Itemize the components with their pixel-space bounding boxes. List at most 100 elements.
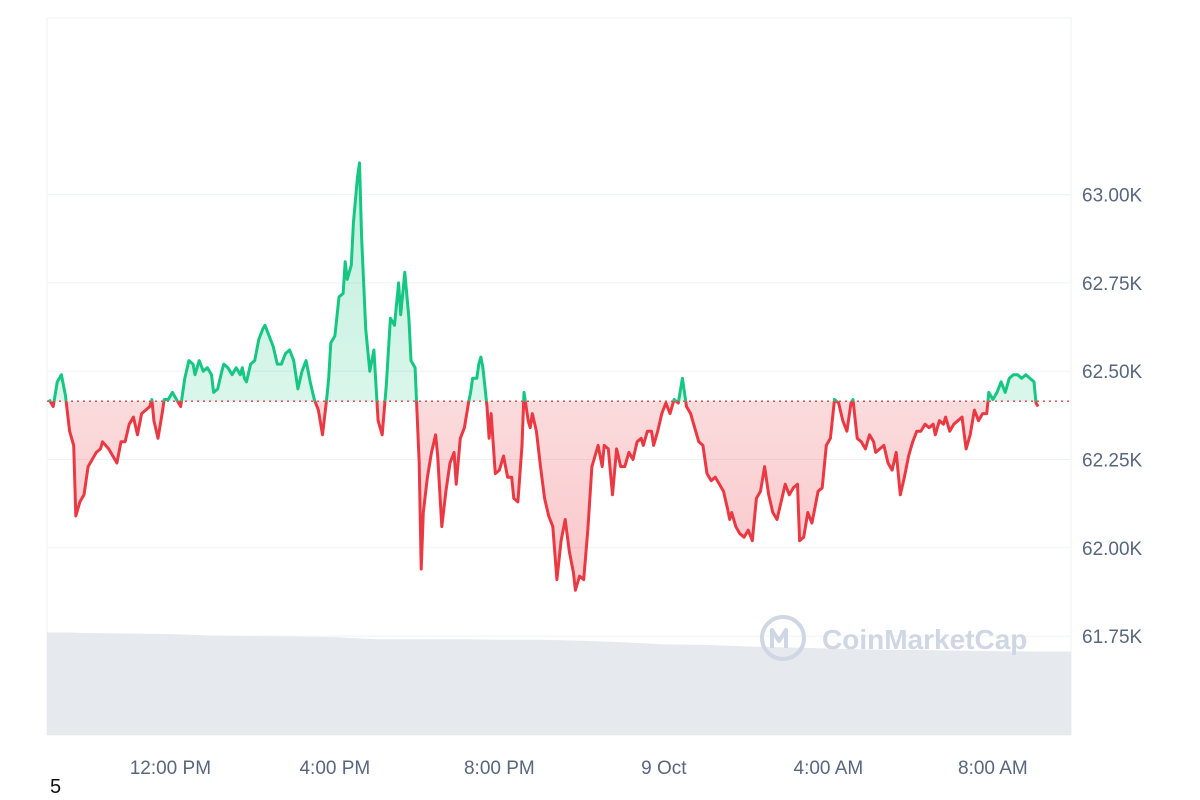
volume-bar (446, 639, 452, 735)
volume-bar (369, 639, 375, 735)
area-above-baseline (49, 162, 1039, 402)
volume-bar (845, 648, 852, 735)
volume-bar (702, 644, 708, 735)
volume-bar (881, 649, 887, 735)
volume-bar (82, 632, 89, 735)
volume-bar (891, 649, 898, 735)
volume-bar (866, 649, 872, 735)
volume-bar (251, 636, 258, 735)
volume-bar (313, 636, 319, 735)
volume-bar (907, 650, 913, 735)
volume-bar (518, 639, 524, 735)
volume-bar (671, 644, 678, 735)
volume-bar (523, 639, 529, 735)
volume-bar (978, 650, 985, 735)
volume-bar (712, 645, 719, 735)
volume-bar (1014, 651, 1021, 735)
volume-bar (830, 648, 836, 735)
volume-bar (727, 645, 734, 735)
volume-bar (902, 649, 908, 735)
volume-bar (635, 643, 642, 735)
volume-bar (625, 642, 631, 735)
volume-bar (287, 636, 294, 735)
volume-bar (354, 638, 360, 735)
volume-bar (374, 639, 381, 735)
y-tick-label: 62.75K (1082, 274, 1143, 295)
volume-bar (768, 647, 775, 735)
price-line (47, 161, 1040, 592)
volume-bar (390, 639, 396, 735)
volume-bar (809, 648, 816, 735)
y-tick-label: 63.00K (1082, 186, 1143, 207)
volume-bar (676, 644, 683, 735)
volume-bar (67, 632, 73, 735)
volume-bar (512, 639, 519, 735)
volume-bar (441, 639, 447, 735)
y-tick-label: 62.00K (1082, 539, 1143, 560)
y-tick-label: 62.25K (1082, 451, 1143, 472)
volume-bar (343, 637, 350, 735)
volume-bar (615, 642, 621, 735)
x-tick-label: 4:00 AM (794, 758, 864, 779)
volume-bar (763, 646, 770, 735)
volume-bar (180, 634, 186, 735)
x-tick-label: 8:00 AM (958, 758, 1028, 779)
volume-bar (528, 639, 534, 735)
volume-bar (323, 637, 329, 735)
volume-bar (871, 649, 877, 735)
volume-bar (272, 636, 278, 735)
volume-bar (52, 632, 58, 735)
volume-bar (922, 650, 928, 735)
volume-bar (855, 649, 862, 735)
volume-bar (349, 637, 355, 735)
volume-bar (651, 643, 657, 735)
volume-bar (420, 639, 427, 735)
volume-bar (415, 639, 422, 735)
volume-bar (599, 641, 606, 735)
volume-bar (103, 633, 109, 735)
volume-bar (1065, 651, 1072, 735)
volume-bar (226, 635, 232, 735)
volume-bar (835, 648, 841, 735)
volume-bar (175, 634, 181, 735)
volume-bar (640, 643, 647, 735)
volume-bar (318, 636, 324, 735)
volume-bar (431, 639, 437, 735)
volume-bar (963, 650, 969, 735)
volume-bar (784, 647, 790, 735)
volume-bar (466, 639, 473, 735)
volume-bar (159, 633, 166, 735)
volume-bar (533, 639, 539, 735)
volume-bar (93, 633, 99, 735)
volume-bar (850, 649, 857, 735)
volume-bar (948, 650, 954, 735)
volume-bar (605, 641, 611, 735)
volume-bar (502, 639, 509, 735)
volume-bar (743, 646, 749, 735)
volume-bar (256, 636, 263, 735)
volume-bar (246, 636, 253, 735)
volume-bar (108, 633, 114, 735)
volume-bar (195, 635, 201, 735)
volume-bar (820, 648, 826, 735)
volume-bar (471, 639, 478, 735)
volume-bar (1035, 651, 1041, 735)
volume-bar (579, 640, 585, 735)
volume-bar (359, 638, 365, 735)
volume-bar (72, 632, 79, 735)
volume-bar (149, 633, 155, 735)
volume-bar (932, 650, 939, 735)
volume-bar (620, 642, 626, 735)
volume-bar (62, 632, 68, 735)
price-line-down (48, 401, 1040, 592)
volume-bar (753, 646, 759, 735)
volume-bar (738, 646, 744, 735)
volume-bar (1019, 651, 1026, 735)
volume-bar (236, 635, 242, 735)
volume-bar (190, 634, 196, 735)
volume-bar (384, 639, 391, 735)
volume-bar (379, 639, 386, 735)
watermark: CoinMarketCap (760, 615, 1027, 661)
volume-bar (400, 639, 406, 735)
